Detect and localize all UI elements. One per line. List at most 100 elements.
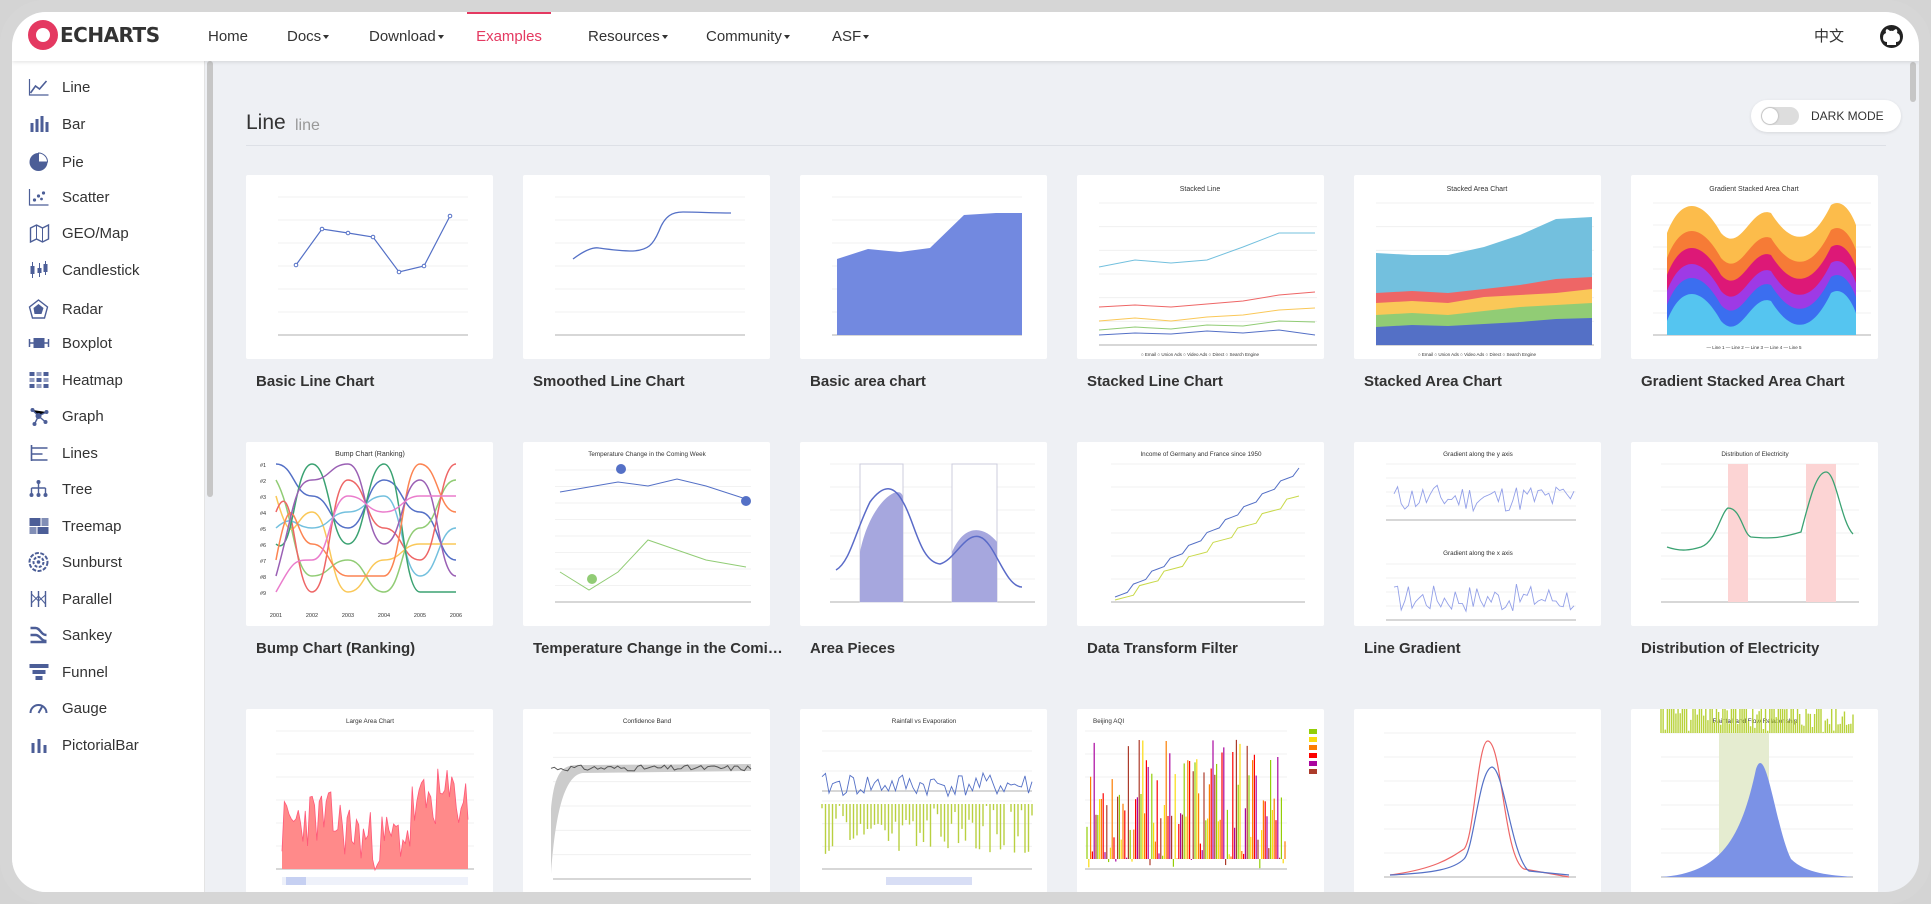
sidebar-item-funnel[interactable]: Funnel	[12, 654, 204, 690]
example-title[interactable]: Basic area chart	[810, 373, 926, 390]
svg-text:2004: 2004	[378, 613, 390, 619]
example-card-bump[interactable]: Bump Chart (Ranking) #1 #2 #3 #4 #5 #6 #7 #8 #9 20…	[246, 442, 493, 626]
sidebar-item-label: Sunburst	[62, 553, 123, 571]
example-title[interactable]: Data Transform Filter	[1087, 640, 1238, 657]
nav-home[interactable]: Home	[208, 12, 248, 61]
svg-text:Bump Chart (Ranking): Bump Chart (Ranking)	[335, 451, 405, 458]
sidebar-item-scatter[interactable]: Scatter	[12, 179, 204, 215]
example-card-multiple-x[interactable]	[1354, 709, 1601, 892]
dark-mode-toggle[interactable]: DARK MODE	[1751, 100, 1901, 132]
sidebar-item-tree[interactable]: Tree	[12, 471, 204, 507]
sidebar-item-pictorialbar[interactable]: PictorialBar	[12, 727, 204, 763]
svg-text:#8: #8	[260, 575, 266, 581]
example-card-gradient-area[interactable]: Gradient Stacked Area Chart — Line 1 — Li…	[1631, 175, 1878, 359]
language-switch[interactable]: 中文	[1814, 28, 1845, 45]
sidebar-item-graph[interactable]: Graph	[12, 398, 204, 434]
sidebar-item-label: Funnel	[62, 663, 108, 681]
example-card-area-pieces[interactable]	[800, 442, 1047, 626]
example-title[interactable]: Stacked Line Chart	[1087, 373, 1223, 390]
toggle-switch[interactable]	[1761, 107, 1799, 125]
sidebar-item-radar[interactable]: Radar	[12, 291, 204, 327]
svg-text:#2: #2	[260, 479, 266, 485]
thumbnail-confidence-band: Confidence Band	[550, 718, 752, 880]
radar-icon	[28, 299, 50, 319]
example-card-rainfall-flow[interactable]: Rainfall and Flow Relationship	[1631, 709, 1878, 892]
github-icon[interactable]	[1880, 25, 1903, 48]
example-card-transform-filter[interactable]: Income of Germany and France since 1950	[1077, 442, 1324, 626]
svg-text:Gradient along the y axis: Gradient along the y axis	[1443, 451, 1513, 458]
example-title[interactable]: Distribution of Electricity	[1641, 640, 1820, 657]
sidebar-item-label: Gauge	[62, 699, 108, 717]
example-card-temperature[interactable]: Temperature Change in the Coming Week	[523, 442, 770, 626]
nav-label: Download	[369, 28, 436, 45]
example-card-confidence-band[interactable]: Confidence Band	[523, 709, 770, 892]
sidebar-item-boxplot[interactable]: Boxplot	[12, 325, 204, 361]
sidebar-item-heatmap[interactable]: Heatmap	[12, 362, 204, 398]
thumbnail-multiple-x	[1384, 732, 1576, 878]
sidebar-scrollbar[interactable]	[207, 61, 213, 497]
svg-text:Stacked Area Chart: Stacked Area Chart	[1447, 186, 1508, 193]
svg-text:#4: #4	[260, 511, 266, 517]
example-card-stacked-area[interactable]: Stacked Area Chart ○ Email ○ Union Ads ○ …	[1354, 175, 1601, 359]
sidebar-item-treemap[interactable]: Treemap	[12, 508, 204, 544]
svg-text:Large Area Chart: Large Area Chart	[346, 718, 394, 725]
svg-text:Rainfall vs Evaporation: Rainfall vs Evaporation	[892, 718, 957, 725]
graph-icon	[28, 406, 50, 426]
sidebar-item-gauge[interactable]: Gauge	[12, 690, 204, 726]
sidebar-item-pie[interactable]: Pie	[12, 144, 204, 180]
svg-text:#3: #3	[260, 495, 266, 501]
svg-text:Gradient Stacked Area Chart: Gradient Stacked Area Chart	[1709, 186, 1799, 193]
nav-download[interactable]: Download	[369, 12, 444, 61]
browser-viewport: ECHARTS Home Docs Download Examples Reso…	[12, 12, 1919, 892]
example-card-smooth-line[interactable]	[523, 175, 770, 359]
example-card-stacked-line[interactable]: Stacked Line ○ Email ○ Union Ads ○ Video …	[1077, 175, 1324, 359]
svg-text:2003: 2003	[342, 613, 354, 619]
echarts-logo[interactable]: ECHARTS	[28, 20, 160, 50]
example-title[interactable]: Area Pieces	[810, 640, 896, 657]
candlestick-icon	[28, 260, 50, 280]
nav-examples[interactable]: Examples	[467, 12, 551, 61]
sidebar-item-bar[interactable]: Bar	[12, 106, 204, 142]
svg-text:Temperature Change in the Comi: Temperature Change in the Coming Week	[588, 451, 706, 458]
example-title[interactable]: Temperature Change in the Coming Week	[533, 640, 783, 657]
echarts-logo-icon	[28, 20, 58, 50]
example-title[interactable]: Stacked Area Chart	[1364, 373, 1502, 390]
example-title[interactable]: Line Gradient	[1364, 640, 1461, 657]
thumbnail-electricity: Distribution of Electricity	[1661, 451, 1859, 603]
sidebar-item-label: Line	[62, 78, 91, 96]
example-card-rainfall-evaporation[interactable]: Rainfall vs Evaporation	[800, 709, 1047, 892]
example-card-basic-area[interactable]	[800, 175, 1047, 359]
sidebar-item-lines[interactable]: Lines	[12, 435, 204, 471]
nav-community[interactable]: Community	[706, 12, 790, 61]
sidebar-item-label: Bar	[62, 115, 86, 133]
page-scrollbar[interactable]	[1910, 62, 1916, 102]
thumbnail-stacked-area: Stacked Area Chart ○ Email ○ Union Ads ○ …	[1376, 186, 1594, 357]
example-title[interactable]: Gradient Stacked Area Chart	[1641, 373, 1845, 390]
svg-text:Beijing AQI: Beijing AQI	[1093, 718, 1124, 725]
example-card-large-area[interactable]: Large Area Chart	[246, 709, 493, 892]
nav-asf[interactable]: ASF	[832, 12, 870, 61]
nav-docs[interactable]: Docs	[287, 12, 330, 61]
svg-text:#1: #1	[260, 463, 266, 469]
svg-text:#5: #5	[260, 527, 266, 533]
example-title[interactable]: Bump Chart (Ranking)	[256, 640, 416, 657]
sidebar-item-geo-map[interactable]: GEO/Map	[12, 215, 204, 251]
thumbnail-bump: Bump Chart (Ranking) #1 #2 #3 #4 #5 #6 #7 #8 #9 20…	[260, 451, 462, 619]
nav-resources[interactable]: Resources	[588, 12, 668, 61]
lines-icon	[28, 443, 50, 463]
sidebar-item-candlestick[interactable]: Candlestick	[12, 252, 204, 288]
svg-text:2005: 2005	[414, 613, 426, 619]
sidebar-item-sankey[interactable]: Sankey	[12, 617, 204, 653]
sidebar-item-sunburst[interactable]: Sunburst	[12, 544, 204, 580]
example-title[interactable]: Smoothed Line Chart	[533, 373, 685, 390]
caret-down-icon	[323, 35, 330, 40]
sidebar-item-parallel[interactable]: Parallel	[12, 581, 204, 617]
example-card-beijing-aqi[interactable]: Beijing AQI	[1077, 709, 1324, 892]
sidebar-item-line[interactable]: Line	[12, 69, 204, 105]
example-card-electricity[interactable]: Distribution of Electricity	[1631, 442, 1878, 626]
sankey-icon	[28, 625, 50, 645]
example-title[interactable]: Basic Line Chart	[256, 373, 375, 390]
example-card-basic-line[interactable]	[246, 175, 493, 359]
example-card-line-gradient[interactable]: Gradient along the y axis Gradient along …	[1354, 442, 1601, 626]
